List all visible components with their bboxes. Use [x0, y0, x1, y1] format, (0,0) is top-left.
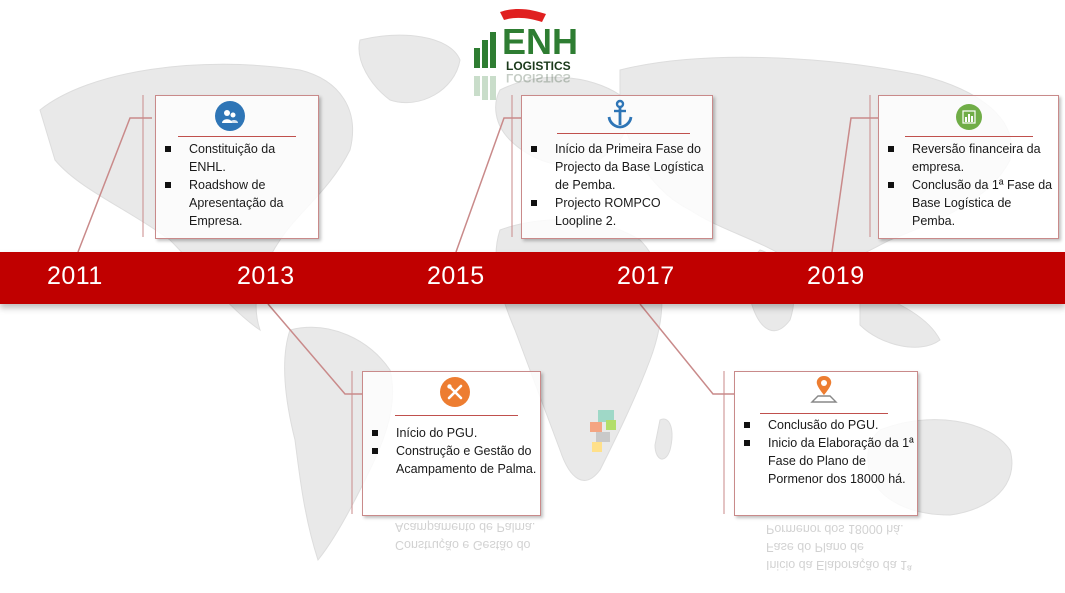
svg-text:LOGISTICS: LOGISTICS: [506, 59, 571, 73]
card-reflection: Construção e Gestão do Acampamento de Pa…: [395, 520, 536, 552]
year-label: 2019: [807, 262, 865, 290]
card-divider: [557, 133, 690, 134]
anchor-icon: [605, 99, 635, 129]
card-divider: [760, 413, 888, 414]
milestone-item: Conclusão da 1ª Fase da Base Logística d…: [888, 176, 1056, 230]
year-label: 2013: [237, 262, 295, 290]
card-divider: [905, 136, 1033, 137]
card-divider: [395, 415, 518, 416]
milestone-item: Construção e Gestão do Acampamento de Pa…: [372, 442, 537, 478]
milestone-item: Reversão financeira da empresa.: [888, 140, 1056, 176]
year-label: 2017: [617, 262, 675, 290]
milestone-card-2019: Reversão financeira da empresa. Conclusã…: [878, 95, 1059, 239]
year-label: 2015: [427, 262, 485, 290]
people-settings-icon: [215, 101, 245, 131]
timeline-band: [0, 252, 1065, 304]
card-reflection: Inicio da Elaboração da 1ª Fase do Plano…: [766, 522, 912, 572]
svg-text:LOGISTICS: LOGISTICS: [506, 71, 571, 85]
mozambique-highlight: [590, 410, 616, 452]
milestone-card-2015: Início da Primeira Fase do Projecto da B…: [521, 95, 713, 239]
milestone-list: Conclusão do PGU. Inicio da Elaboração d…: [744, 416, 914, 488]
milestone-item: Início do PGU.: [372, 424, 537, 442]
card-divider: [178, 136, 296, 137]
milestone-card-2011: Constituição da ENHL. Roadshow de Aprese…: [155, 95, 319, 239]
milestone-item: Roadshow de Apresentação da Empresa.: [165, 176, 315, 230]
milestone-item: Conclusão do PGU.: [744, 416, 914, 434]
milestone-item: Projecto ROMPCO Loopline 2.: [531, 194, 709, 230]
milestone-item: Inicio da Elaboração da 1ª Fase do Plano…: [744, 434, 914, 488]
map-pin-icon: [809, 375, 839, 405]
enh-logistics-logo: ENH LOGISTICS LOGISTICS: [474, 8, 578, 100]
milestone-card-2013: Início do PGU. Construção e Gestão do Ac…: [362, 371, 541, 516]
milestone-list: Início do PGU. Construção e Gestão do Ac…: [372, 424, 537, 478]
chart-icon: [956, 104, 982, 130]
milestone-item: Início da Primeira Fase do Projecto da B…: [531, 140, 709, 194]
milestone-list: Início da Primeira Fase do Projecto da B…: [531, 140, 709, 230]
milestone-list: Reversão financeira da empresa. Conclusã…: [888, 140, 1056, 230]
milestone-card-2017: Conclusão do PGU. Inicio da Elaboração d…: [734, 371, 918, 516]
milestone-item: Constituição da ENHL.: [165, 140, 315, 176]
svg-text:ENH: ENH: [502, 21, 578, 62]
tools-icon: [440, 377, 470, 407]
milestone-list: Constituição da ENHL. Roadshow de Aprese…: [165, 140, 315, 230]
year-label: 2011: [47, 262, 103, 290]
